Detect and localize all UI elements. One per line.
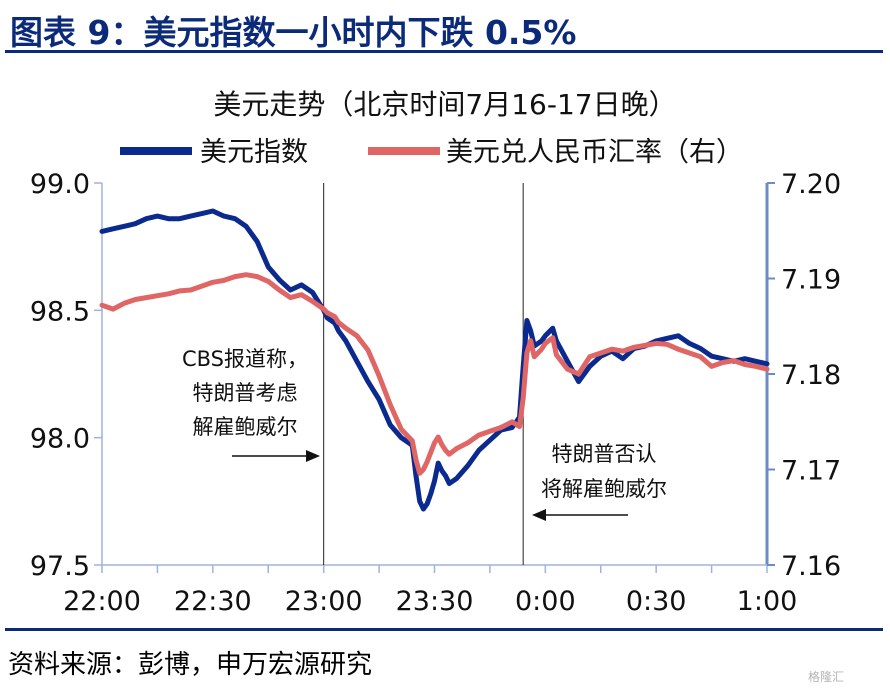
source-rule xyxy=(5,628,883,631)
y-right-tick-label: 7.16 xyxy=(781,551,841,582)
figure-title: 图表 9：美元指数一小时内下跌 0.5% xyxy=(10,13,577,52)
series-line-usd-index xyxy=(99,208,770,512)
annotation-line: 特朗普否认 xyxy=(552,442,657,466)
x-tick-label: 23:30 xyxy=(396,586,474,617)
x-tick-label: 22:30 xyxy=(174,586,252,617)
x-tick-label: 1:00 xyxy=(737,586,798,617)
legend: 美元指数 美元兑人民币汇率（右） xyxy=(120,137,743,168)
watermark: 格隆汇 xyxy=(808,670,845,684)
series-lines xyxy=(99,208,770,512)
chart-title: 美元走势（北京时间7月16-17日晚） xyxy=(213,88,676,121)
y-left-tick-label: 98.0 xyxy=(30,424,90,455)
annotation-line: CBS报道称， xyxy=(182,347,308,371)
x-tick-label: 0:30 xyxy=(626,586,687,617)
x-tick-label: 22:00 xyxy=(63,586,141,617)
arrow-head xyxy=(532,509,546,521)
legend-label-usd-index: 美元指数 xyxy=(200,137,308,168)
annotation-line: 解雇鲍威尔 xyxy=(193,415,298,439)
y-right-tick-label: 7.20 xyxy=(781,169,841,200)
annotation-line: 特朗普考虑 xyxy=(193,381,298,405)
y-right-tick-label: 7.19 xyxy=(781,265,841,296)
legend-label-usdcny: 美元兑人民币汇率（右） xyxy=(446,137,743,168)
y-left-tick-label: 98.5 xyxy=(30,296,90,327)
title-rule xyxy=(5,50,883,53)
y-right-tick-label: 7.17 xyxy=(781,456,841,487)
series-line-usdcny xyxy=(99,272,770,476)
axes: 22:00 22:30 23:00 23:30 0:00 0:30 1:00 99.0 98.5… xyxy=(30,169,841,617)
x-tick-label: 0:00 xyxy=(515,586,576,617)
y-left-tick-label: 97.5 xyxy=(30,551,90,582)
y-right-tick-label: 7.18 xyxy=(781,360,841,391)
source-note: 资料来源：彭博，申万宏源研究 xyxy=(8,650,373,680)
annotation-line: 将解雇鲍威尔 xyxy=(541,477,667,501)
arrow-head xyxy=(306,450,320,462)
x-tick-label: 23:00 xyxy=(285,586,363,617)
y-left-tick-label: 99.0 xyxy=(30,169,90,200)
